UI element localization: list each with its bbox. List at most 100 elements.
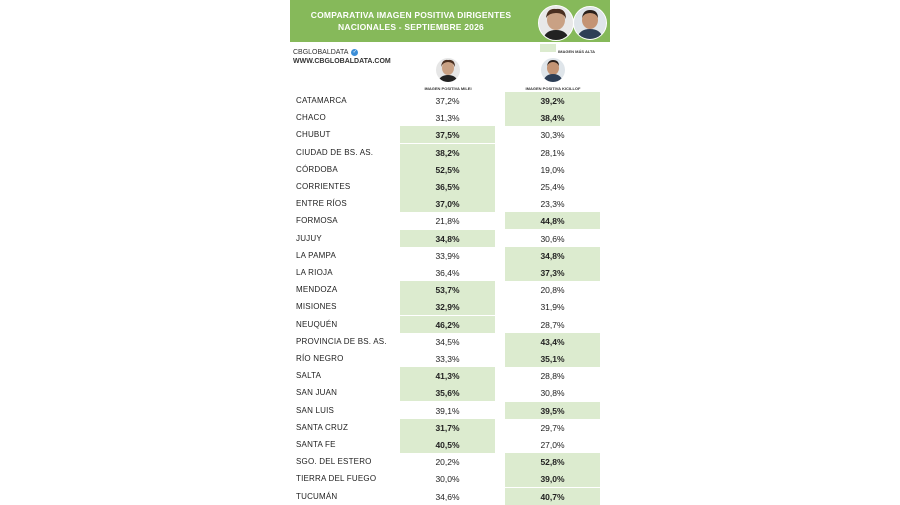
chart-title: COMPARATIVA IMAGEN POSITIVA DIRIGENTES N… bbox=[296, 9, 526, 33]
milei-value: 37,2% bbox=[435, 96, 460, 106]
milei-value-cell: 34,6% bbox=[400, 488, 495, 505]
kicillof-value-cell: 25,4% bbox=[505, 178, 600, 195]
kicillof-value-cell: 37,3% bbox=[505, 264, 600, 281]
kicillof-value-cell: 20,8% bbox=[505, 281, 600, 298]
province-label: CIUDAD DE BS. AS. bbox=[296, 147, 374, 157]
table-row: FORMOSA 21,8% 44,8% bbox=[290, 212, 610, 230]
milei-value-cell: 31,7% bbox=[400, 418, 495, 436]
milei-value: 36,4% bbox=[435, 268, 460, 278]
kicillof-value: 25,4% bbox=[540, 182, 565, 192]
milei-value: 52,5% bbox=[435, 164, 460, 175]
table-row: CHACO 31,3% 38,4% bbox=[290, 109, 610, 127]
kicillof-value-cell: 39,0% bbox=[505, 470, 600, 488]
province-label: MENDOZA bbox=[296, 285, 338, 295]
province-label: CÓRDOBA bbox=[296, 164, 338, 174]
kicillof-value: 43,4% bbox=[540, 336, 565, 347]
kicillof-value-cell: 27,0% bbox=[505, 436, 600, 453]
milei-value: 30,0% bbox=[435, 474, 460, 485]
table-row: CORRIENTES 36,5% 25,4% bbox=[290, 178, 610, 195]
province-label: SGO. DEL ESTERO bbox=[296, 457, 372, 467]
kicillof-value: 38,4% bbox=[540, 113, 565, 124]
kicillof-value-cell: 44,8% bbox=[505, 212, 600, 230]
milei-value-cell: 30,0% bbox=[400, 470, 495, 487]
province-label: LA RIOJA bbox=[296, 268, 333, 277]
milei-value: 34,6% bbox=[435, 491, 460, 502]
kicillof-value-cell: 35,1% bbox=[505, 350, 600, 367]
kicillof-value-cell: 29,7% bbox=[505, 419, 600, 436]
kicillof-value: 40,7% bbox=[540, 491, 565, 502]
kicillof-value: 39,0% bbox=[540, 474, 565, 485]
table-row: ENTRE RÍOS 37,0% 23,3% bbox=[290, 195, 610, 213]
table-row: MENDOZA 53,7% 20,8% bbox=[290, 281, 610, 299]
table-row: LA RIOJA 36,4% 37,3% bbox=[290, 264, 610, 281]
milei-value: 33,9% bbox=[435, 250, 460, 261]
milei-value-cell: 35,6% bbox=[400, 384, 495, 402]
kicillof-value-cell: 30,3% bbox=[505, 126, 600, 143]
milei-value-cell: 36,4% bbox=[400, 264, 495, 281]
province-label: ENTRE RÍOS bbox=[296, 199, 347, 209]
kicillof-value-cell: 30,6% bbox=[505, 230, 600, 247]
legend-label: IMAGEN MÁS ALTA bbox=[558, 49, 596, 54]
province-label: NEUQUÉN bbox=[296, 319, 338, 329]
kicillof-value: 39,2% bbox=[540, 96, 565, 106]
province-label: SANTA CRUZ bbox=[296, 422, 349, 432]
kicillof-value: 30,8% bbox=[540, 388, 565, 399]
kicillof-value-cell: 30,8% bbox=[505, 384, 600, 401]
kicillof-value: 28,1% bbox=[540, 147, 565, 158]
kicillof-value: 29,7% bbox=[540, 422, 565, 433]
kicillof-value-cell: 38,4% bbox=[505, 109, 600, 127]
kicillof-value: 28,8% bbox=[540, 371, 565, 382]
table-row: SALTA 41,3% 28,8% bbox=[290, 367, 610, 385]
milei-value-cell: 33,9% bbox=[400, 247, 495, 264]
province-label: LA PAMPA bbox=[296, 250, 336, 260]
brand-block: CBGLOBALDATA ✓ WWW.CBGLOBALDATA.COM bbox=[293, 48, 391, 66]
kicillof-value: 30,6% bbox=[540, 233, 565, 244]
kicillof-value: 39,5% bbox=[540, 405, 565, 416]
kicillof-value-cell: 19,0% bbox=[505, 161, 600, 178]
province-label: RÍO NEGRO bbox=[296, 354, 344, 363]
kicillof-value-cell: 40,7% bbox=[505, 487, 600, 505]
milei-column-portrait bbox=[436, 58, 460, 82]
province-label: CATAMARCA bbox=[296, 96, 347, 105]
province-label: TUCUMÁN bbox=[296, 491, 338, 501]
kicillof-value-cell: 28,7% bbox=[505, 316, 600, 333]
kicillof-value-cell: 39,2% bbox=[505, 92, 600, 109]
brand-handle: CBGLOBALDATA bbox=[293, 49, 349, 56]
kicillof-value: 35,1% bbox=[540, 354, 565, 364]
milei-value: 53,7% bbox=[435, 285, 460, 296]
kicillof-value: 19,0% bbox=[540, 164, 565, 175]
kicillof-value-cell: 34,8% bbox=[505, 246, 600, 264]
province-label: PROVINCIA DE BS. AS. bbox=[296, 336, 387, 346]
milei-value: 46,2% bbox=[435, 319, 460, 330]
province-label: CORRIENTES bbox=[296, 182, 351, 191]
table-row: PROVINCIA DE BS. AS. 34,5% 43,4% bbox=[290, 332, 610, 350]
kicillof-value-cell: 39,5% bbox=[505, 401, 600, 419]
milei-value: 32,9% bbox=[435, 302, 460, 313]
milei-value-cell: 53,7% bbox=[400, 281, 495, 299]
milei-portrait-image bbox=[538, 5, 574, 41]
milei-value: 37,0% bbox=[435, 199, 460, 210]
milei-value-cell: 37,5% bbox=[400, 126, 495, 144]
milei-value-cell: 39,1% bbox=[400, 402, 495, 419]
milei-value: 36,5% bbox=[435, 182, 460, 192]
province-label: SAN JUAN bbox=[296, 388, 338, 398]
milei-value-cell: 34,8% bbox=[400, 229, 495, 247]
kicillof-value-cell: 23,3% bbox=[505, 195, 600, 212]
province-label: CHUBUT bbox=[296, 130, 331, 140]
province-label: FORMOSA bbox=[296, 216, 338, 226]
table-row: CIUDAD DE BS. AS. 38,2% 28,1% bbox=[290, 143, 610, 161]
kicillof-value-cell: 43,4% bbox=[505, 332, 600, 350]
kicillof-portrait-image bbox=[573, 6, 607, 40]
milei-value-cell: 21,8% bbox=[400, 212, 495, 229]
table-row: CHUBUT 37,5% 30,3% bbox=[290, 126, 610, 144]
milei-value: 37,5% bbox=[435, 130, 460, 141]
title-line-1: COMPARATIVA IMAGEN POSITIVA DIRIGENTES bbox=[310, 10, 512, 20]
kicillof-value: 28,7% bbox=[540, 319, 565, 330]
brand-url: WWW.CBGLOBALDATA.COM bbox=[293, 58, 391, 65]
table-row: JUJUY 34,8% 30,6% bbox=[290, 229, 610, 247]
kicillof-value: 52,8% bbox=[540, 457, 565, 468]
milei-value-cell: 33,3% bbox=[400, 350, 495, 367]
province-label: SANTA FE bbox=[296, 440, 336, 449]
table-row: SGO. DEL ESTERO 20,2% 52,8% bbox=[290, 453, 610, 471]
milei-value: 39,1% bbox=[435, 405, 460, 416]
